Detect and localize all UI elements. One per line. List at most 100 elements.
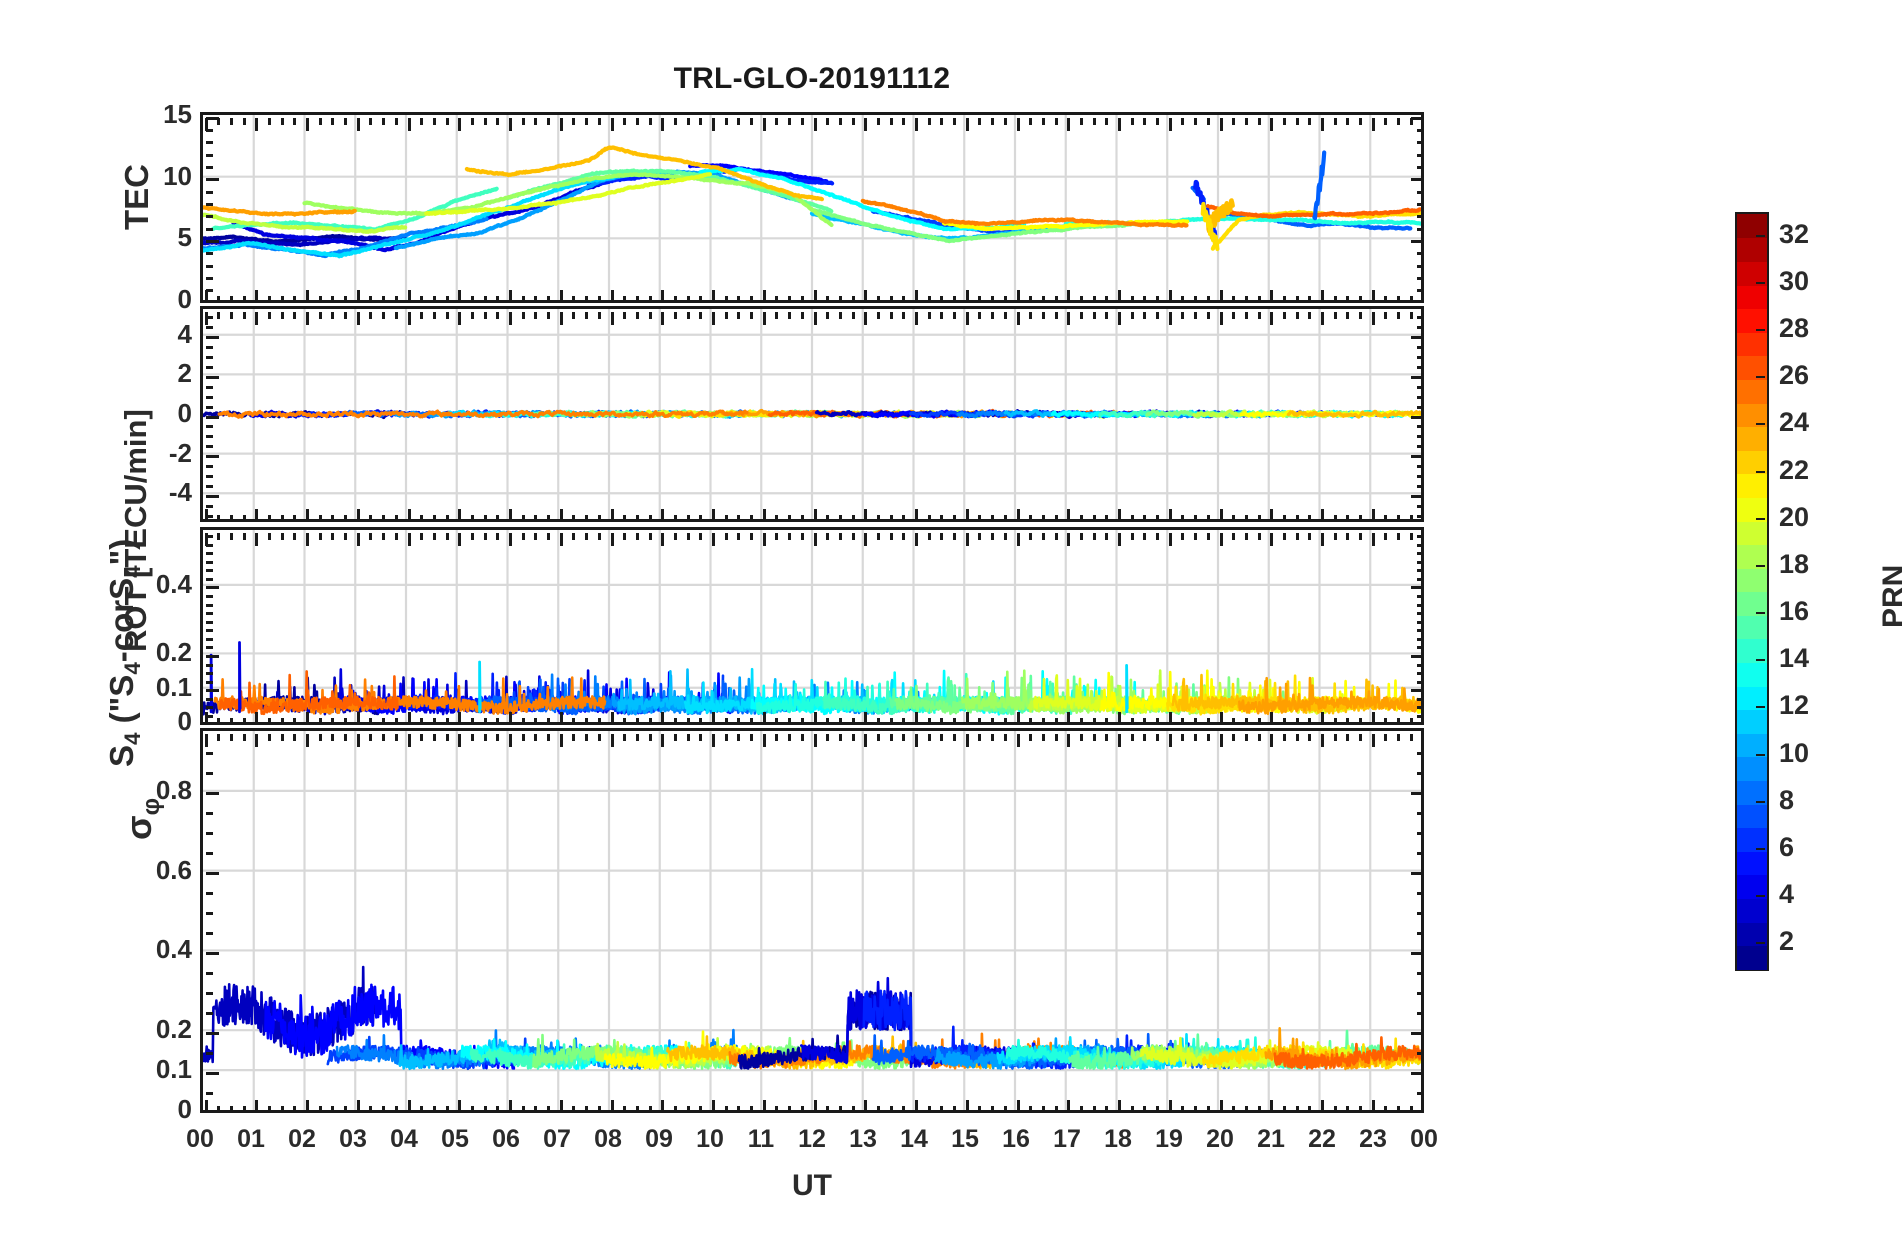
axis-tick bbox=[1143, 734, 1147, 741]
colorbar-segment bbox=[1737, 214, 1767, 239]
axis-tick bbox=[1105, 1106, 1109, 1110]
axis-tick bbox=[838, 312, 842, 319]
axis-tick bbox=[206, 165, 213, 169]
axis-tick bbox=[1295, 118, 1299, 125]
axis-tick bbox=[1423, 509, 1425, 522]
axis-tick bbox=[534, 118, 538, 125]
axis-tick bbox=[1417, 153, 1421, 157]
axis-tick bbox=[242, 533, 246, 540]
axis-tick bbox=[306, 712, 309, 722]
axis-tick bbox=[306, 312, 309, 325]
axis-tick bbox=[1417, 931, 1421, 935]
axis-tick bbox=[1411, 872, 1421, 876]
axis-tick bbox=[965, 509, 969, 519]
axis-tick bbox=[496, 718, 500, 722]
axis-tick bbox=[1417, 289, 1421, 293]
axis-tick bbox=[229, 515, 233, 519]
axis-tick bbox=[915, 290, 918, 300]
axis-tick bbox=[420, 118, 424, 125]
axis-tick bbox=[229, 312, 233, 319]
axis-tick bbox=[344, 515, 348, 519]
axis-tick bbox=[206, 1051, 213, 1055]
axis-tick bbox=[255, 290, 259, 300]
axis-tick bbox=[206, 141, 213, 145]
axis-tick bbox=[318, 718, 322, 722]
axis-tick bbox=[420, 312, 424, 319]
axis-tick bbox=[978, 718, 982, 722]
y-tick-label-tec: 10 bbox=[163, 160, 192, 191]
axis-tick bbox=[394, 718, 398, 722]
axis-tick bbox=[369, 118, 373, 125]
axis-tick bbox=[356, 712, 360, 722]
colorbar-segment bbox=[1737, 733, 1767, 758]
axis-tick bbox=[1079, 1106, 1083, 1110]
axis-tick bbox=[318, 1106, 322, 1110]
axis-tick bbox=[534, 312, 538, 319]
axis-tick bbox=[1384, 718, 1388, 722]
trace bbox=[203, 235, 403, 248]
axis-tick bbox=[762, 1100, 766, 1110]
axis-tick bbox=[1295, 296, 1299, 300]
axis-tick bbox=[369, 734, 373, 741]
colorbar-tick bbox=[1756, 423, 1765, 426]
axis-tick bbox=[788, 734, 792, 741]
axis-tick bbox=[1346, 734, 1350, 741]
axis-tick bbox=[394, 118, 398, 125]
axis-tick bbox=[1321, 533, 1324, 546]
x-tick-label: 21 bbox=[1257, 1125, 1285, 1153]
axis-tick bbox=[635, 533, 639, 540]
axis-tick bbox=[1105, 296, 1109, 300]
axis-tick bbox=[559, 734, 563, 747]
axis-tick bbox=[572, 533, 576, 540]
axis-tick bbox=[1194, 533, 1198, 540]
axis-tick bbox=[1417, 654, 1421, 658]
axis-tick bbox=[280, 118, 284, 125]
axis-tick bbox=[1181, 1106, 1185, 1110]
axis-tick bbox=[1054, 118, 1058, 125]
axis-tick bbox=[1092, 734, 1096, 741]
axis-tick bbox=[940, 533, 944, 540]
axis-tick bbox=[712, 712, 715, 722]
axis-tick bbox=[991, 118, 995, 125]
axis-tick bbox=[762, 509, 766, 519]
axis-tick bbox=[1270, 1100, 1274, 1110]
colorbar-segment bbox=[1737, 921, 1767, 947]
x-tick-label: 05 bbox=[441, 1125, 469, 1153]
axis-tick bbox=[206, 1011, 213, 1015]
axis-tick bbox=[1244, 533, 1248, 540]
axis-tick bbox=[661, 290, 665, 300]
axis-tick bbox=[737, 118, 741, 125]
colorbar-segment bbox=[1737, 898, 1767, 923]
x-tick-label: 03 bbox=[339, 1125, 367, 1153]
axis-tick bbox=[1168, 734, 1172, 747]
axis-tick bbox=[318, 312, 322, 319]
axis-tick bbox=[559, 533, 563, 546]
axis-tick bbox=[1417, 552, 1421, 556]
x-tick-label: 15 bbox=[951, 1125, 979, 1153]
axis-tick bbox=[1417, 252, 1421, 256]
axis-tick bbox=[978, 533, 982, 540]
axis-tick bbox=[1092, 718, 1096, 722]
axis-tick bbox=[826, 515, 830, 519]
axis-tick bbox=[1417, 425, 1421, 429]
axis-tick bbox=[699, 515, 703, 519]
axis-tick bbox=[509, 118, 512, 131]
colorbar-label: 6 bbox=[1779, 832, 1795, 863]
axis-tick bbox=[724, 533, 728, 540]
axis-tick bbox=[699, 1106, 703, 1110]
axis-tick bbox=[712, 118, 715, 131]
axis-tick bbox=[1130, 118, 1134, 125]
axis-tick bbox=[648, 312, 652, 319]
axis-tick bbox=[1079, 312, 1083, 319]
axis-tick bbox=[407, 1100, 411, 1110]
axis-tick bbox=[648, 718, 652, 722]
trace bbox=[424, 172, 712, 216]
axis-tick bbox=[369, 533, 373, 540]
axis-tick bbox=[407, 734, 411, 747]
axis-tick bbox=[585, 515, 589, 519]
axis-tick bbox=[610, 734, 614, 747]
colorbar-label: 14 bbox=[1779, 643, 1810, 674]
axis-tick bbox=[775, 734, 779, 741]
axis-tick bbox=[1156, 533, 1160, 540]
axis-tick bbox=[206, 445, 213, 449]
